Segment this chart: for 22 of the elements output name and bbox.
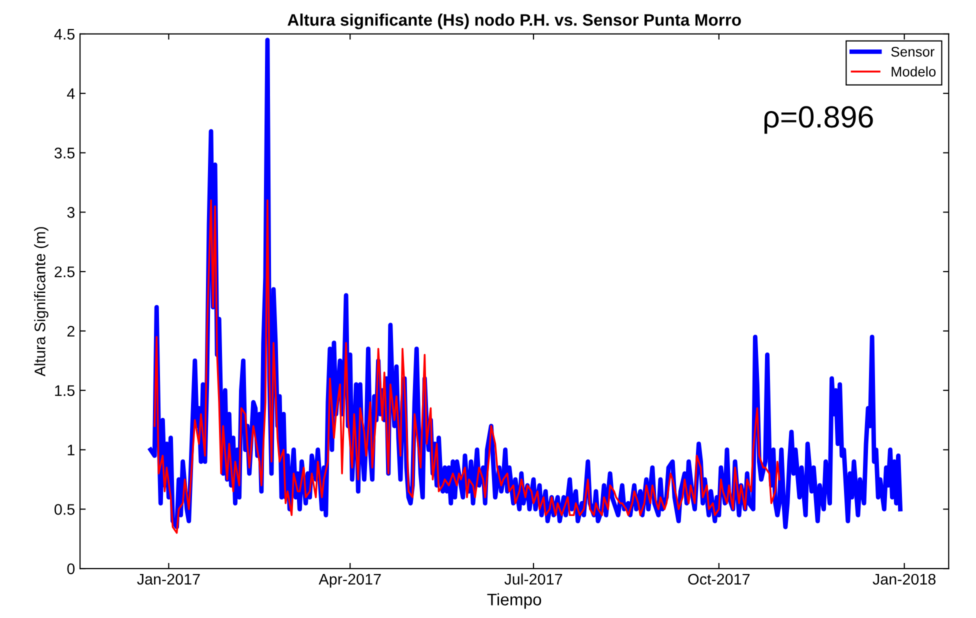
y-tick-label: 3 (67, 207, 74, 218)
y-tick-label: 4 (67, 88, 75, 99)
legend-label: Sensor (891, 46, 934, 57)
annotation: ρ=0.896 (764, 106, 873, 134)
y-tick-label: 2.5 (54, 266, 75, 278)
y-tick-label: 3.5 (54, 148, 75, 158)
legend-label: Modelo (892, 66, 936, 77)
x-tick-label: Oct-2017 (688, 574, 750, 585)
x-tick-label: Apr-2017 (318, 574, 381, 588)
y-tick-label: 4.5 (54, 29, 75, 40)
x-tick-label: Jan-2017 (137, 574, 200, 585)
x-axis-title: Tiempo (487, 593, 542, 609)
y-tick-label: 1.5 (55, 385, 75, 396)
x-tick-label: Jan-2018 (872, 574, 936, 585)
y-tick-label: 0 (67, 563, 75, 574)
y-tick-label: 1 (68, 444, 74, 456)
chart-title: Altura significante (Hs) nodo P.H. vs. Sensor Punta Morro (288, 14, 741, 30)
y-tick-label: 2 (67, 326, 74, 337)
y-tick-label: 0.5 (54, 504, 75, 515)
x-tick-label: Jul-2017 (504, 573, 562, 585)
y-axis-title: Altura Significante (m) (34, 227, 48, 376)
line-series (154, 199, 780, 534)
